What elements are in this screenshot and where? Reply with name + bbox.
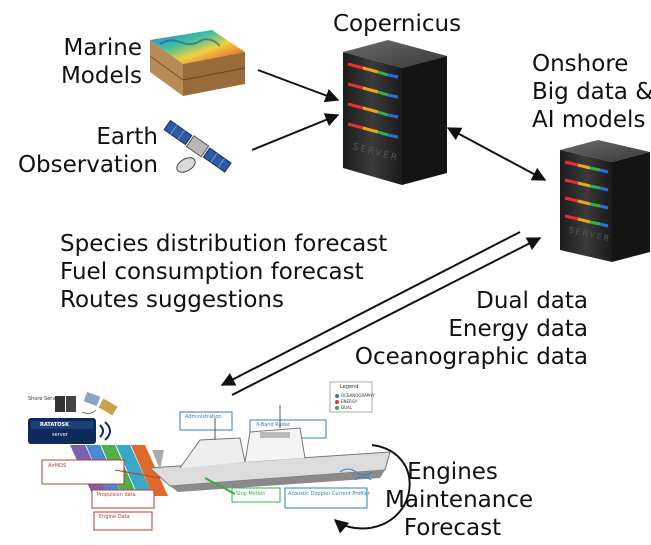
- legend-dual: DUAL: [341, 405, 352, 410]
- engine-data-box: Engine Data: [99, 514, 130, 520]
- arrow-marine-to-copernicus: [257, 69, 340, 103]
- xband-radar-box: X-Band Radar: [256, 422, 290, 428]
- legend-energy: ENERGY: [341, 399, 358, 404]
- onshore-label: Onshore Big data & AI models: [532, 51, 651, 133]
- ship-panel-graphic: [28, 381, 391, 531]
- shore-server-label: Shore Server: [28, 396, 61, 402]
- arrow-onshore-to-ship: [220, 231, 521, 386]
- engines-forecast-label: Engines Maintenance Forecast: [385, 459, 534, 541]
- copernicus-server-icon: [343, 40, 447, 185]
- arrow-engines-loop: [333, 444, 411, 534]
- airmos-box: AirMOS: [48, 463, 67, 469]
- propulsion-data-box: Propulsion data: [97, 492, 136, 498]
- forecast-species: Species distribution forecast: [60, 231, 388, 257]
- legend-oceanography: OCEANOGRAPHY: [341, 393, 375, 398]
- marine-model-icon: [149, 30, 246, 96]
- ratatosk-label: RATATOSK: [40, 422, 69, 428]
- legend-title: Legend: [340, 384, 359, 390]
- uplink-oceanographic: Oceanographic data: [354, 344, 588, 370]
- forecast-routes: Routes suggestions: [60, 287, 284, 313]
- ship-motion-box: Ship Motion: [236, 491, 266, 497]
- adcp-box: Acoustic Doppler Current Profiler: [288, 491, 370, 497]
- administration-box: Administration: [185, 414, 222, 420]
- forecasts-list: Species distribution forecast Fuel consu…: [60, 230, 387, 314]
- forecast-fuel: Fuel consumption forecast: [60, 259, 364, 285]
- copernicus-label: Copernicus: [333, 11, 462, 37]
- onshore-server-icon: [560, 140, 650, 262]
- arrow-ship-to-onshore: [231, 237, 542, 396]
- arrow-copernicus-onshore: [446, 127, 547, 181]
- earth-observation-label: Earth Observation: [17, 124, 158, 178]
- uplink-data-list: Dual data Energy data Oceanographic data: [330, 287, 588, 371]
- uplink-energy: Energy data: [448, 316, 588, 342]
- uplink-dual: Dual data: [476, 288, 588, 314]
- satellite-icon: [163, 119, 232, 173]
- arrow-earth-to-copernicus: [251, 113, 340, 151]
- marine-models-label: Marine Models: [60, 35, 142, 89]
- ratatosk-server-label: server: [52, 432, 68, 438]
